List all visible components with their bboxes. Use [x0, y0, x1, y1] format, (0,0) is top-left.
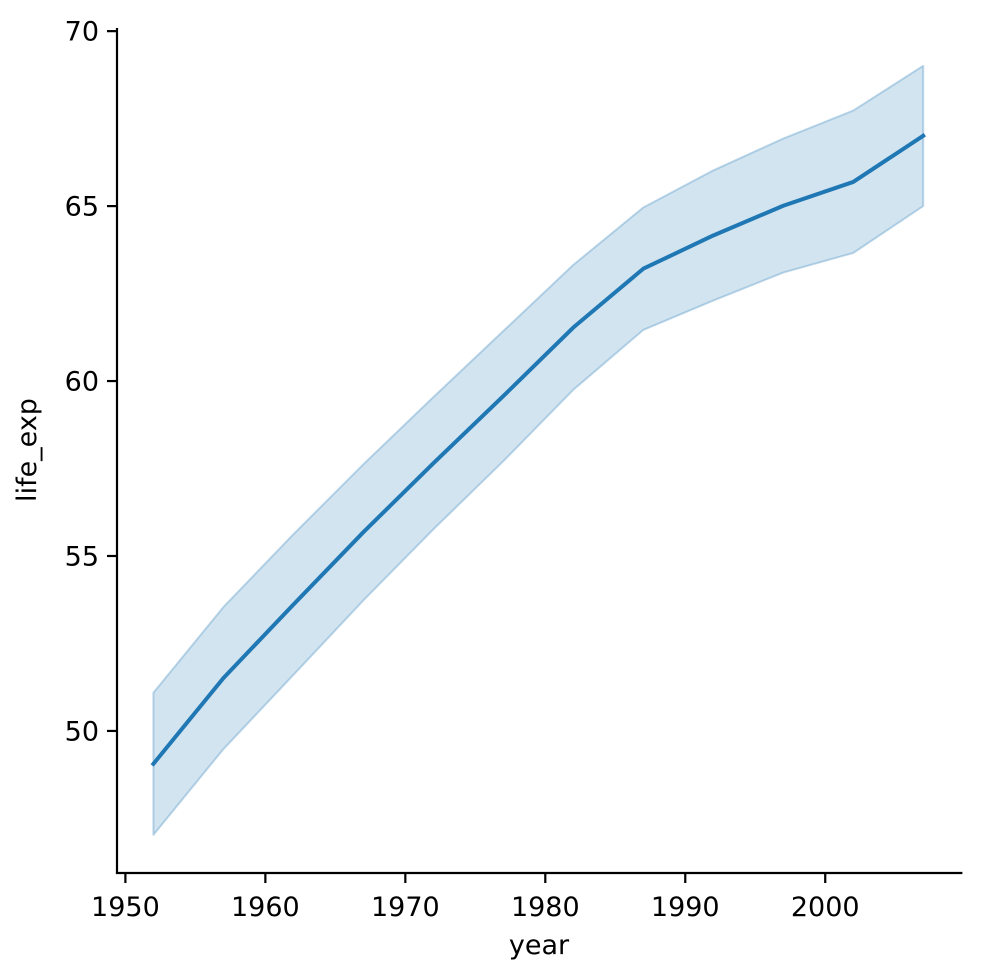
y-tick-label-55: 55 [65, 541, 99, 572]
x-axis-label: year [509, 930, 570, 961]
life-exp-mean-line [150, 132, 926, 767]
ci-band-layer [152, 64, 925, 836]
y-tick-label-60: 60 [65, 367, 99, 398]
y-tick-label-65: 65 [65, 192, 99, 223]
confidence-band [152, 64, 925, 836]
mean-line-layer [150, 132, 926, 767]
ticks-layer: 1950 1960 1970 1980 1990 2000 50 55 60 65 70 [65, 17, 860, 923]
x-tick-label-1980: 1980 [511, 892, 580, 923]
x-tick-label-1990: 1990 [651, 892, 720, 923]
x-tick-label-1960: 1960 [231, 892, 300, 923]
y-axis-label: life_exp [12, 398, 43, 502]
x-tick-label-2000: 2000 [791, 892, 860, 923]
axes-layer [115, 28, 963, 875]
x-tick-label-1970: 1970 [371, 892, 440, 923]
y-tick-label-50: 50 [65, 716, 99, 747]
x-tick-label-1950: 1950 [91, 892, 160, 923]
y-tick-label-70: 70 [65, 17, 99, 48]
